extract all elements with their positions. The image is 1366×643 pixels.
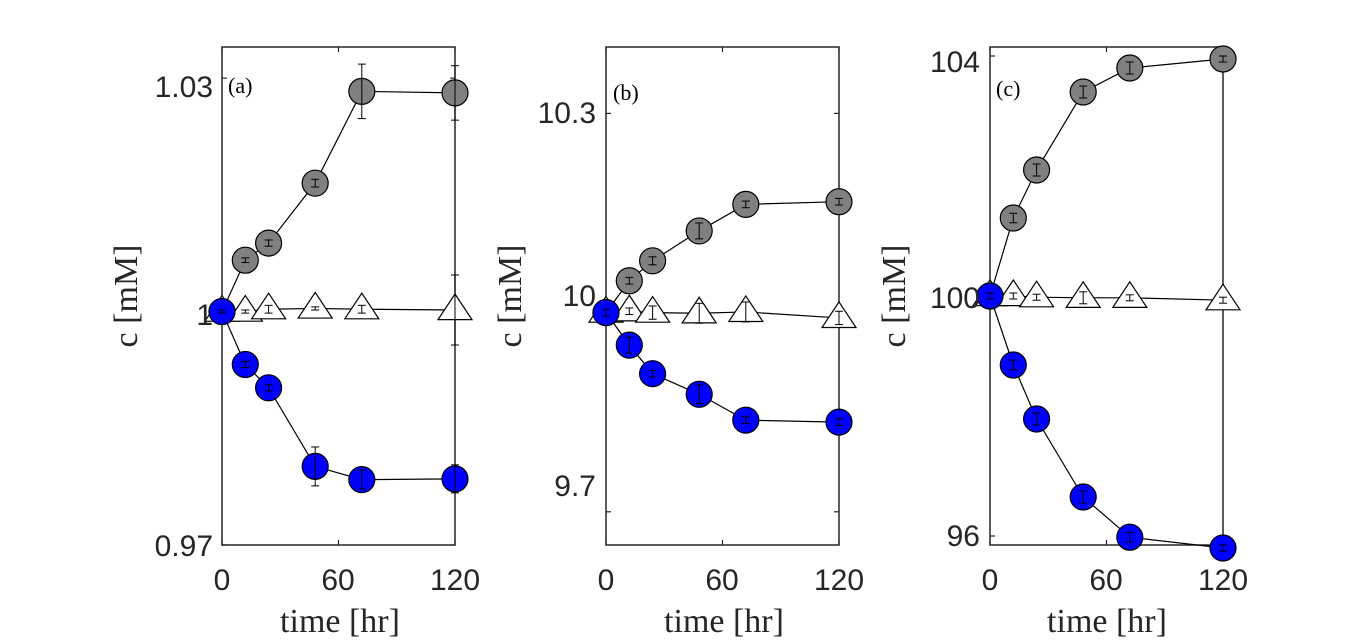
panel-a-blue-series-line <box>221 311 456 481</box>
panel-b-axes-box <box>605 46 840 546</box>
panel-b-xtick-label: 0 <box>598 564 615 597</box>
panel-a-ytick-label: 1.03 <box>155 71 213 104</box>
panel-b-xlabel: time [hr] <box>664 603 784 640</box>
panel-a-xlabel: time [hr] <box>280 603 400 640</box>
panel-b-ytick-label: 10 <box>563 280 596 313</box>
panel-c-marks <box>971 45 1242 562</box>
panel-c-ytick-label: 96 <box>947 520 980 553</box>
panel-a-ytick-label: 0.97 <box>155 530 213 563</box>
panel-a-ytick-label: 1 <box>196 299 213 332</box>
panel-c-xtick-label: 60 <box>1089 564 1122 597</box>
panel-a-xtick-label: 0 <box>214 564 231 597</box>
panel-c-ytick-label: 104 <box>930 46 980 79</box>
panel-a-label: (a) <box>228 73 252 98</box>
panel-c-label: (c) <box>996 76 1020 101</box>
panel-a-xtick-label: 120 <box>430 564 480 597</box>
panel-b-ytick-label: 9.7 <box>554 470 596 503</box>
panel-c-ytick-label: 100 <box>930 282 980 315</box>
panel-c-gray-series-line <box>989 58 1224 297</box>
panel-c: (c) 0 60 120 96 100 104 time [hr] c [mM] <box>876 45 1248 640</box>
panel-b-xtick-label: 120 <box>814 564 864 597</box>
panel-a-ylabel: c [mM] <box>108 245 145 348</box>
panel-a-triangle-point <box>297 291 334 319</box>
panel-a: (a) 0 60 120 0.97 1 1.03 time [hr] c [mM… <box>108 46 480 640</box>
panel-c-xtick-label: 0 <box>982 564 999 597</box>
panel-c-xlabel: time [hr] <box>1047 603 1167 640</box>
panel-a-axes-box <box>221 46 456 546</box>
panel-a-xtick-label: 60 <box>321 564 354 597</box>
panel-c-ylabel: c [mM] <box>876 245 913 348</box>
panel-b-label: (b) <box>613 80 639 105</box>
panel-b-ylabel: c [mM] <box>492 245 529 348</box>
panel-b-marks <box>587 46 858 546</box>
panel-a-gray-series-line <box>221 90 456 312</box>
panel-c-xtick-label: 120 <box>1198 564 1248 597</box>
panel-b-ytick-label: 10.3 <box>538 97 596 130</box>
panel-b-xtick-label: 60 <box>705 564 738 597</box>
panel-a-marks <box>203 46 474 546</box>
panel-b: (b) 0 60 120 9.7 10 10.3 time [hr] c [mM… <box>492 46 864 640</box>
